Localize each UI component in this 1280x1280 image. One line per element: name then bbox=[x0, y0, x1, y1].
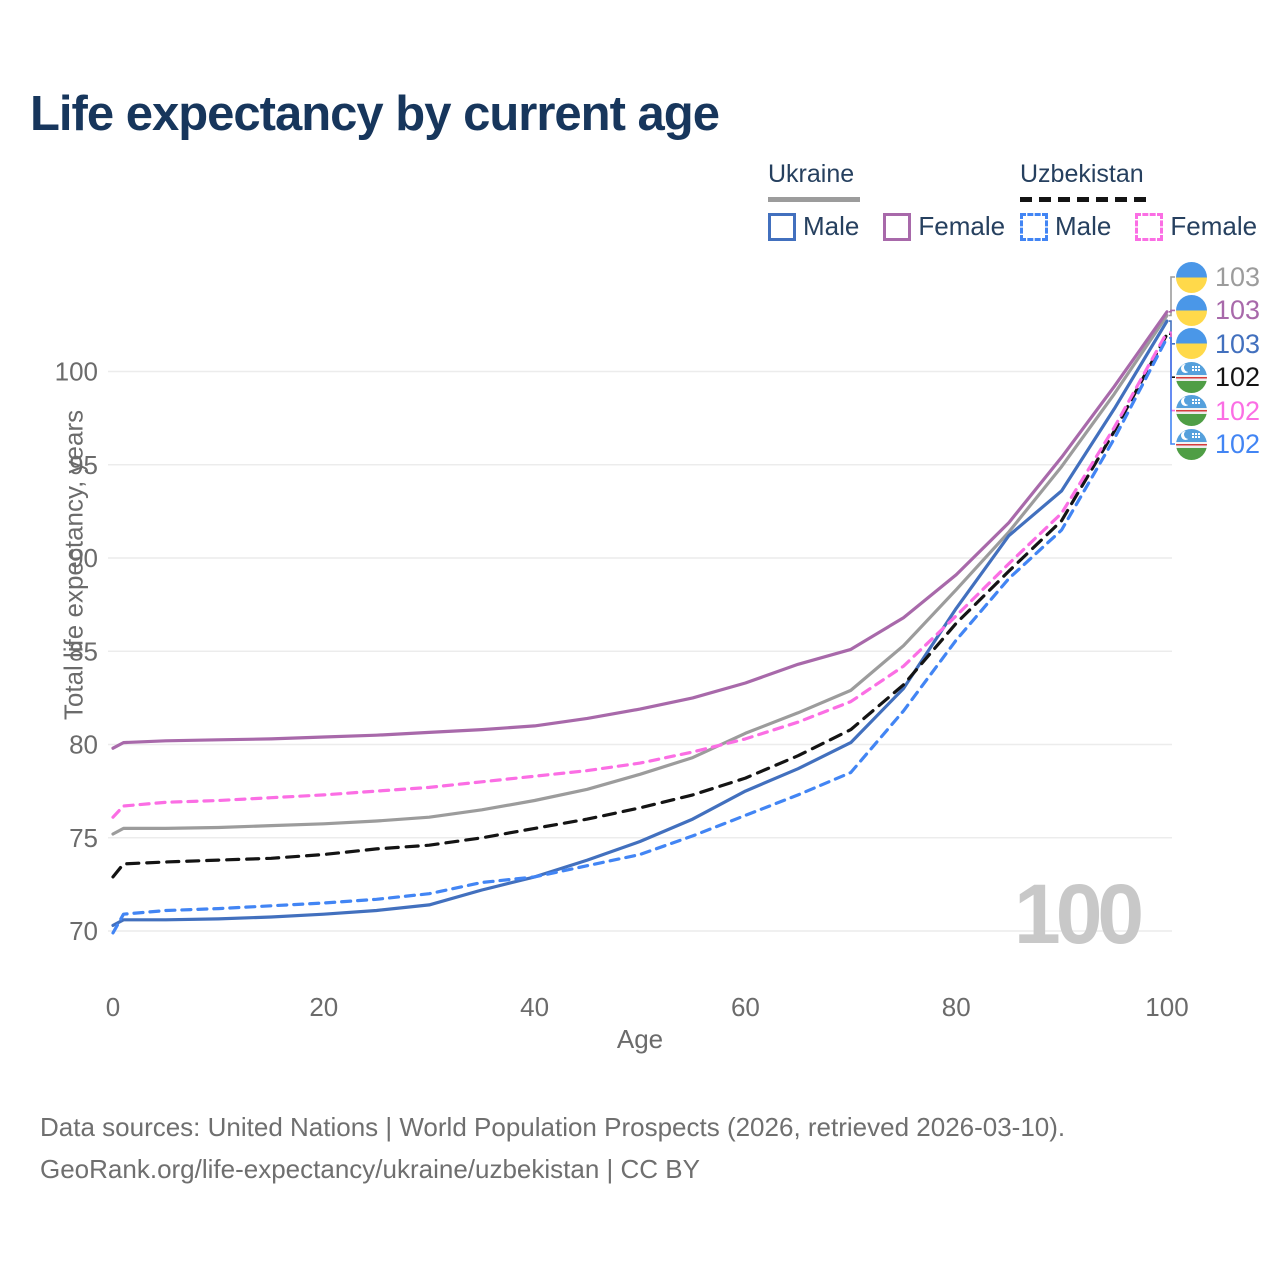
life-expectancy-chart: 70 75 80 85 90 95 100 0 20 40 60 80 100 bbox=[55, 276, 1189, 1022]
x-tick-label: 40 bbox=[520, 992, 549, 1022]
legend-country-ukraine[interactable]: Ukraine bbox=[768, 160, 1005, 202]
x-tick-label: 0 bbox=[106, 992, 120, 1022]
legend-country-label: Ukraine bbox=[768, 160, 855, 188]
legend-group-ukraine: Ukraine Male Female bbox=[768, 160, 1005, 242]
y-tick-label: 70 bbox=[69, 916, 98, 946]
end-label-connector bbox=[1169, 309, 1175, 313]
legend-country-uzbekistan[interactable]: Uzbekistan bbox=[1020, 160, 1257, 202]
uzbekistan-male-swatch-icon bbox=[1020, 212, 1048, 241]
y-tick-label: 80 bbox=[69, 730, 98, 760]
legend-item-ukraine-male[interactable]: Male bbox=[768, 211, 859, 242]
x-tick-label: 20 bbox=[309, 992, 338, 1022]
end-label-connector bbox=[1169, 276, 1175, 317]
legend-row-uzbekistan: Male Female bbox=[1020, 211, 1257, 242]
uzbekistan-dashed-line-swatch bbox=[1020, 197, 1148, 202]
footer: Data sources: United Nations | World Pop… bbox=[40, 1106, 1065, 1190]
legend-item-ukraine-female[interactable]: Female bbox=[883, 211, 1005, 242]
ukraine-female-swatch-icon bbox=[883, 212, 912, 241]
x-axis-title: Age bbox=[616, 1024, 664, 1054]
legend-item-uzbekistan-female[interactable]: Female bbox=[1135, 211, 1257, 242]
x-tick-label: 80 bbox=[942, 992, 971, 1022]
legend-item-label: Male bbox=[803, 211, 860, 241]
page-title: Life expectancy by current age bbox=[30, 87, 720, 141]
line-ukraine-female[interactable] bbox=[111, 310, 1169, 750]
legend-item-uzbekistan-male[interactable]: Male bbox=[1020, 211, 1111, 242]
y-tick-label: 95 bbox=[69, 450, 98, 480]
footer-source-link[interactable]: GeoRank.org/life-expectancy/ukraine/uzbe… bbox=[40, 1154, 700, 1184]
footer-data-sources: Data sources: United Nations | World Pop… bbox=[40, 1112, 1066, 1142]
y-axis-title: Total life expectancy, years bbox=[58, 409, 89, 721]
legend-item-label: Female bbox=[918, 211, 1006, 241]
y-tick-label: 85 bbox=[69, 636, 98, 666]
y-tick-label: 100 bbox=[55, 357, 98, 387]
ukraine-male-swatch-icon bbox=[768, 212, 796, 241]
line-uzbekistan-female[interactable] bbox=[111, 330, 1169, 819]
legend-item-label: Male bbox=[1055, 211, 1112, 241]
y-tick-label: 75 bbox=[69, 823, 98, 853]
x-tick-label: 100 bbox=[1145, 992, 1188, 1022]
ukraine-solid-line-swatch bbox=[768, 197, 860, 202]
end-label-connector bbox=[1169, 337, 1175, 445]
line-uzbekistan-male[interactable] bbox=[111, 336, 1169, 935]
legend-row-ukraine: Male Female bbox=[768, 211, 1005, 242]
legend-country-label: Uzbekistan bbox=[1020, 160, 1144, 188]
line-ukraine-total[interactable] bbox=[111, 313, 1169, 836]
age-watermark: 100 bbox=[1014, 867, 1144, 961]
y-tick-label: 90 bbox=[69, 543, 98, 573]
line-ukraine-male[interactable] bbox=[111, 319, 1169, 927]
line-uzbekistan-total[interactable] bbox=[111, 332, 1169, 879]
x-tick-label: 60 bbox=[731, 992, 760, 1022]
uzbekistan-female-swatch-icon bbox=[1135, 212, 1164, 241]
legend-group-uzbekistan: Uzbekistan Male Female bbox=[1020, 160, 1257, 242]
legend-item-label: Female bbox=[1170, 211, 1258, 241]
